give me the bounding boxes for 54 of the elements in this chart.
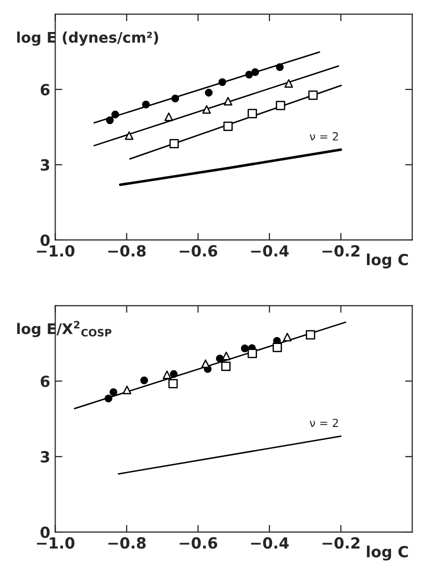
point bbox=[124, 131, 134, 140]
point bbox=[110, 388, 118, 396]
point bbox=[284, 79, 294, 88]
y-tick-label: 3 bbox=[40, 451, 50, 463]
annotation: ν = 2 bbox=[310, 132, 338, 140]
x-tick-label: −0.6 bbox=[180, 245, 218, 257]
x-tick-label: −0.6 bbox=[180, 537, 218, 549]
point bbox=[171, 94, 180, 102]
point bbox=[104, 394, 112, 402]
y-tick-label: 3 bbox=[40, 159, 50, 171]
point bbox=[248, 348, 257, 358]
point bbox=[106, 116, 114, 124]
point bbox=[140, 376, 148, 384]
point bbox=[248, 108, 257, 118]
x-tick-label: −1.0 bbox=[36, 245, 74, 257]
y-tick-label: 0 bbox=[40, 234, 50, 246]
point bbox=[251, 68, 260, 76]
point bbox=[272, 342, 282, 352]
point bbox=[111, 110, 120, 118]
point bbox=[170, 370, 178, 378]
point bbox=[162, 370, 172, 380]
point bbox=[240, 344, 249, 352]
point bbox=[202, 105, 211, 114]
point bbox=[218, 78, 226, 86]
point bbox=[122, 386, 132, 394]
y-tick-label: 6 bbox=[40, 376, 50, 388]
point bbox=[142, 100, 150, 108]
point bbox=[204, 88, 213, 97]
point bbox=[224, 96, 232, 106]
point bbox=[168, 378, 178, 388]
x-tick-label: −0.8 bbox=[108, 245, 146, 257]
point bbox=[201, 359, 210, 368]
point bbox=[283, 332, 292, 342]
point bbox=[276, 63, 284, 71]
x-tick-label: −0.4 bbox=[251, 245, 289, 257]
x-tick-label: −0.8 bbox=[108, 537, 146, 549]
point bbox=[245, 70, 253, 79]
x-tick-label: −0.2 bbox=[322, 245, 360, 257]
point bbox=[164, 112, 174, 122]
point bbox=[306, 330, 316, 340]
y-tick-label: 0 bbox=[40, 526, 50, 538]
annotation: ν = 2 bbox=[310, 418, 338, 427]
point bbox=[308, 90, 318, 100]
x-axis-title: log C bbox=[366, 254, 408, 268]
x-tick-label: −1.0 bbox=[36, 537, 74, 549]
point bbox=[221, 362, 231, 371]
point bbox=[223, 122, 233, 131]
point bbox=[276, 100, 286, 110]
point bbox=[169, 138, 179, 148]
y-tick-label: 6 bbox=[40, 84, 50, 96]
point bbox=[216, 354, 224, 362]
x-tick-label: −0.2 bbox=[322, 537, 360, 549]
x-axis-title: log C bbox=[366, 546, 408, 561]
x-tick-label: −0.4 bbox=[251, 537, 289, 549]
